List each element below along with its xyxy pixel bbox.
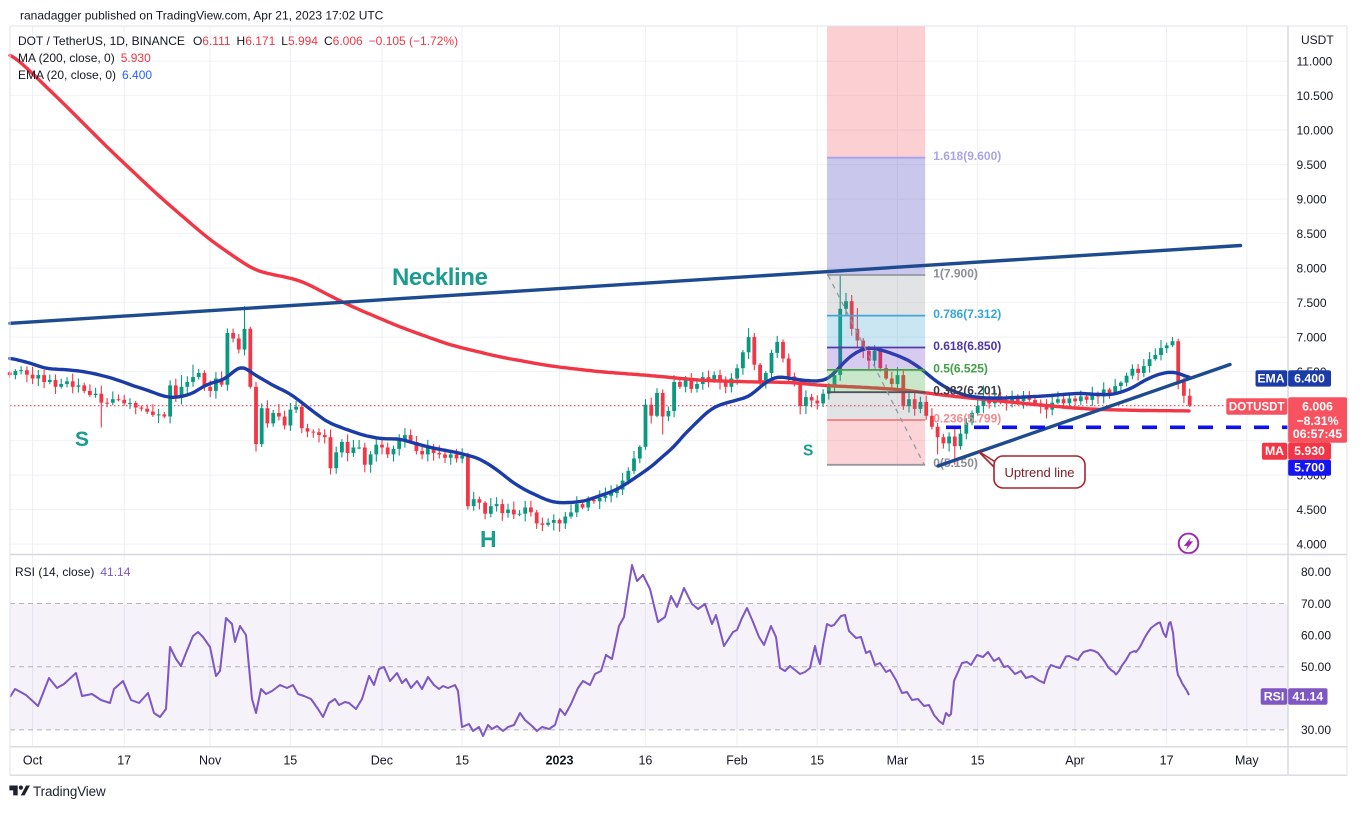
svg-text:30.00: 30.00: [1301, 723, 1331, 737]
svg-text:17: 17: [117, 754, 131, 768]
svg-text:0.618(6.850): 0.618(6.850): [933, 339, 1001, 353]
svg-text:0.5(6.525): 0.5(6.525): [933, 361, 988, 375]
svg-text:May: May: [1235, 754, 1259, 768]
svg-text:Neckline: Neckline: [392, 264, 488, 291]
svg-text:15: 15: [455, 754, 469, 768]
svg-text:6.400: 6.400: [1294, 371, 1325, 385]
svg-text:7.000: 7.000: [1297, 330, 1327, 344]
svg-text:8.000: 8.000: [1297, 261, 1327, 275]
svg-text:Apr: Apr: [1065, 754, 1084, 768]
svg-text:80.00: 80.00: [1301, 565, 1331, 579]
svg-text:MA (200, close, 0)5.930: MA (200, close, 0) 5.930: [18, 51, 151, 65]
svg-text:41.14: 41.14: [1292, 690, 1323, 704]
svg-text:4.000: 4.000: [1297, 537, 1327, 551]
svg-text:TradingView: TradingView: [33, 784, 106, 799]
svg-text:Nov: Nov: [199, 754, 222, 768]
svg-text:DOTUSDT: DOTUSDT: [1229, 402, 1285, 414]
svg-text:8.500: 8.500: [1297, 227, 1327, 241]
svg-text:7.500: 7.500: [1297, 296, 1327, 310]
svg-text:4.500: 4.500: [1297, 503, 1327, 517]
svg-text:−8.31%: −8.31%: [1296, 414, 1338, 428]
svg-text:15: 15: [283, 754, 297, 768]
svg-text:1.618(9.600): 1.618(9.600): [933, 149, 1001, 163]
svg-text:S: S: [803, 443, 813, 460]
svg-text:Dec: Dec: [371, 754, 393, 768]
svg-text:5.700: 5.700: [1294, 461, 1325, 475]
svg-text:17: 17: [1160, 754, 1174, 768]
svg-text:RSI (14, close)41.14: RSI (14, close) 41.14: [15, 565, 131, 579]
svg-text:1(7.900): 1(7.900): [933, 267, 978, 281]
svg-text:50.00: 50.00: [1301, 660, 1331, 674]
svg-text:70.00: 70.00: [1301, 597, 1331, 611]
svg-text:0.236(5.799): 0.236(5.799): [933, 412, 1001, 426]
svg-text:S: S: [75, 428, 89, 451]
svg-text:0.786(7.312): 0.786(7.312): [933, 307, 1001, 321]
svg-text:10.000: 10.000: [1297, 123, 1334, 137]
svg-text:06:57:45: 06:57:45: [1293, 427, 1342, 441]
svg-text:15: 15: [810, 754, 824, 768]
svg-text:5.930: 5.930: [1294, 444, 1325, 458]
svg-text:ranadagger published on Tradin: ranadagger published on TradingView.com,…: [20, 9, 384, 23]
svg-text:6.006: 6.006: [1302, 400, 1333, 414]
svg-text:EMA (20, close, 0)6.400: EMA (20, close, 0) 6.400: [18, 68, 152, 82]
svg-text:0.382(6.201): 0.382(6.201): [933, 384, 1001, 398]
svg-text:9.000: 9.000: [1297, 192, 1327, 206]
svg-text:Feb: Feb: [726, 754, 748, 768]
svg-text:RSI: RSI: [1264, 690, 1285, 704]
svg-text:0(5.150): 0(5.150): [933, 456, 978, 470]
svg-text:11.000: 11.000: [1297, 54, 1333, 68]
svg-text:Oct: Oct: [23, 754, 43, 768]
svg-text:16: 16: [638, 754, 652, 768]
svg-text:9.500: 9.500: [1297, 158, 1327, 172]
svg-text:Uptrend line: Uptrend line: [1004, 465, 1074, 480]
svg-text:H: H: [480, 526, 497, 552]
svg-text:15: 15: [971, 754, 985, 768]
svg-text:2023: 2023: [546, 754, 574, 768]
svg-text:MA: MA: [1265, 444, 1284, 458]
svg-text:10.500: 10.500: [1297, 89, 1334, 103]
svg-text:USDT: USDT: [1301, 33, 1334, 47]
svg-text:Mar: Mar: [887, 754, 909, 768]
svg-text:EMA: EMA: [1257, 371, 1284, 385]
svg-text:60.00: 60.00: [1301, 628, 1331, 642]
